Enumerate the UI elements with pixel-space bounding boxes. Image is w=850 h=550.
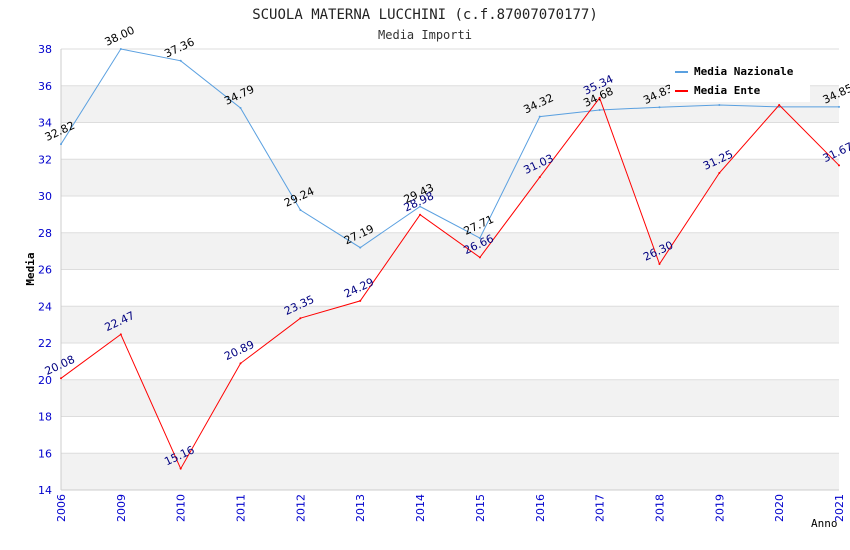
legend-label-media-ente: Media Ente — [694, 84, 761, 97]
x-tick-label: 2009 — [115, 494, 128, 522]
x-tick-label: 2015 — [474, 494, 487, 522]
y-tick-label: 30 — [38, 190, 52, 203]
data-point — [60, 143, 62, 146]
x-tick-label: 2016 — [534, 494, 547, 522]
series-line-media-nazionale — [60, 48, 839, 249]
data-point — [299, 317, 302, 320]
x-tick-label: 2012 — [294, 494, 307, 522]
data-point — [658, 262, 661, 265]
legend-label-media-nazionale: Media Nazionale — [694, 65, 794, 78]
y-tick-label: 22 — [38, 337, 52, 350]
x-tick-label: 2014 — [414, 494, 427, 522]
data-point — [419, 205, 422, 208]
data-point — [239, 106, 242, 109]
plot-band — [61, 306, 839, 343]
x-axis-label: Anno — [811, 517, 838, 530]
data-point — [778, 104, 781, 107]
data-point — [119, 48, 122, 50]
y-tick-label: 34 — [38, 117, 52, 130]
x-tick-label: 2006 — [55, 494, 68, 522]
data-point — [359, 299, 362, 302]
x-tick-label: 2010 — [175, 494, 188, 522]
data-point — [478, 256, 481, 259]
data-label: 38.00 — [103, 24, 137, 49]
series-line-media-ente — [60, 96, 840, 470]
y-tick-label: 16 — [38, 447, 52, 460]
series-lines — [60, 48, 840, 470]
y-tick-label: 24 — [38, 300, 52, 313]
x-tick-label: 2019 — [713, 494, 726, 522]
y-tick-label: 18 — [38, 411, 52, 424]
legend-box — [670, 60, 810, 102]
y-tick-label: 28 — [38, 227, 52, 240]
y-tick-label: 36 — [38, 80, 52, 93]
data-point — [419, 213, 422, 216]
data-point — [838, 105, 840, 108]
y-tick-label: 20 — [38, 374, 52, 387]
chart-subtitle: Media Importi — [378, 28, 472, 42]
data-label: 20.08 — [43, 353, 77, 378]
data-point — [778, 105, 781, 108]
data-point — [299, 208, 302, 211]
data-point — [179, 467, 182, 470]
plot-band — [61, 379, 839, 417]
plot-band — [61, 453, 839, 490]
plot-band — [61, 159, 839, 196]
x-tick-label: 2021 — [833, 494, 846, 522]
x-tick-label: 2011 — [235, 494, 248, 522]
data-label: 24.29 — [342, 276, 376, 301]
y-tick-label: 26 — [38, 264, 52, 277]
data-point — [538, 176, 541, 179]
data-point — [718, 172, 721, 175]
data-point — [119, 333, 122, 336]
y-axis-label: Media — [24, 252, 37, 285]
data-point — [658, 106, 661, 109]
y-tick-label: 38 — [38, 43, 52, 56]
x-tick-label: 2020 — [773, 494, 786, 522]
data-point — [538, 115, 541, 118]
data-point — [60, 377, 62, 380]
data-label: 37.36 — [162, 35, 196, 60]
x-tick-labels: 2006 2009 2010 2011 2012 2013 2014 2015 2016 2017… — [55, 494, 846, 522]
x-tick-label: 2018 — [653, 494, 666, 522]
plot-band — [61, 232, 839, 270]
chart-title: SCUOLA MATERNA LUCCHINI (c.f.87007070177… — [252, 7, 598, 23]
y-tick-label: 14 — [38, 484, 52, 497]
data-point — [239, 362, 242, 365]
legend: Media Nazionale Media Ente — [670, 60, 810, 102]
data-point — [718, 104, 721, 107]
data-point — [598, 96, 601, 99]
x-tick-label: 2017 — [594, 494, 607, 522]
y-tick-label: 32 — [38, 153, 52, 166]
grid-lines — [60, 48, 839, 491]
data-point — [359, 246, 362, 249]
plot-bands — [61, 85, 839, 490]
data-point — [478, 237, 481, 240]
data-point — [838, 164, 840, 167]
data-point — [598, 109, 601, 112]
data-point — [179, 59, 182, 62]
y-tick-labels: 14 16 18 20 22 24 26 28 30 32 34 36 38 — [38, 43, 52, 497]
x-tick-label: 2013 — [354, 494, 367, 522]
